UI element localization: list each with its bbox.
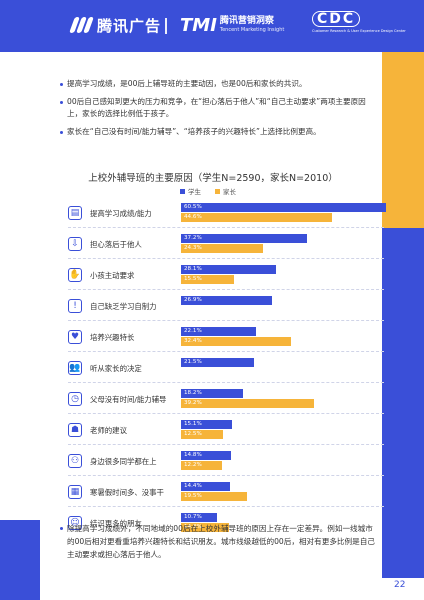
legend-swatch-parent [215,188,220,194]
bar-parent: 39.2% [181,399,314,408]
header-banner: 腾讯广告 TMI 腾讯营销洞察 Tencent Marketing Insigh… [0,0,424,52]
category-label: 结识更多的朋友 [90,519,142,528]
cdc-mark: CDC [312,11,361,27]
category-label: 身边很多同学都在上 [90,457,157,466]
cdc-subtitle: Customer Research & User Experience Desi… [312,29,406,33]
decor-block-blue [382,228,424,578]
legend-swatch-student [180,188,185,194]
bullet-item: 家长在“自己没有时间/能力辅导”、“培养孩子的兴趣特长”上选择比例更高。 [60,126,375,138]
bar-student: 18.2% [181,389,243,398]
category-label: 自己缺乏学习自制力 [90,302,157,311]
tmi-title: 腾讯营销洞察 [219,16,274,26]
chart-row: ⇩ 担心落后于他人 37.2% 24.3% [68,234,384,259]
clock-icon: ◷ [68,392,82,406]
category-label: 小孩主动要求 [90,271,135,280]
bar-parent: 15.5% [181,275,234,284]
chart-row: ♥ 培养兴趣特长 22.1% 32.4% [68,327,384,352]
decor-block-orange [382,52,424,228]
category-label: 听从家长的决定 [90,364,142,373]
category-label: 老师的建议 [90,426,127,435]
chart-row: ☺ 结识更多的朋友 10.7% 14.3% [68,513,384,534]
row-divider [68,227,384,228]
footer-note: 除提高学习成绩外，不同地域的00后在上校外辅导班的原因上存在一定差异。例如一线城… [60,522,375,561]
legend-label-student: 学生 [188,188,201,196]
row-divider [68,258,384,259]
row-divider [68,289,384,290]
category-label: 寒暑假时间多、没事干 [90,488,164,497]
legend-item-parent: 家长 [215,186,236,196]
row-divider [68,506,384,507]
category-label: 提高学习成绩/能力 [90,209,152,218]
bar-parent: 14.3% [181,523,230,532]
tencent-ads-icon [69,16,94,34]
legend-item-student: 学生 [180,186,201,196]
alert-icon: ! [68,299,82,313]
teacher-icon: ☗ [68,423,82,437]
chart-row: 👥 听从家长的决定 21.5% [68,358,384,383]
bar-parent: 24.3% [181,244,264,253]
chart-row: ▦ 寒暑假时间多、没事干 14.4% 19.5% [68,482,384,507]
bar-parent: 12.5% [181,430,224,439]
row-divider [68,320,384,321]
chart-row: ✋ 小孩主动要求 28.1% 15.5% [68,265,384,290]
page-number: 22 [394,580,406,590]
calendar-icon: ▦ [68,485,82,499]
friends-icon: ☺ [68,516,82,530]
bullet-item: 提高学习成绩，是00后上辅导班的主要动因，也是00后和家长的共识。 [60,78,375,90]
chart-legend: 学生 家长 [180,186,236,196]
arrow-down-icon: ⇩ [68,237,82,251]
category-label: 培养兴趣特长 [90,333,135,342]
bar-student: 37.2% [181,234,308,243]
book-icon: ▤ [68,206,82,220]
bar-student: 22.1% [181,327,256,336]
cdc-logo: CDC Customer Research & User Experience … [312,11,406,33]
row-divider [68,475,384,476]
people-icon: 👥 [68,361,82,375]
tencent-ads-logo: 腾讯广告 [69,14,162,36]
row-divider [68,413,384,414]
brand-separator [165,18,167,34]
category-label: 担心落后于他人 [90,240,142,249]
category-label: 父母没有时间/能力辅导 [90,395,167,404]
bar-student: 10.7% [181,513,218,522]
bar-student: 60.5% [181,203,386,212]
chart-row: ▤ 提高学习成绩/能力 60.5% 44.6% [68,203,386,228]
bar-student: 26.9% [181,296,273,305]
tmi-mark: TMI [180,14,217,36]
row-divider [68,382,384,383]
bar-student: 14.8% [181,451,232,460]
tmi-subtitle: Tencent Marketing Insight [219,27,285,33]
row-divider [68,444,384,445]
hand-icon: ✋ [68,268,82,282]
bar-student: 28.1% [181,265,277,274]
bar-student: 21.5% [181,358,254,367]
bar-parent: 12.2% [181,461,223,470]
heart-hand-icon: ♥ [68,330,82,344]
summary-bullets: 提高学习成绩，是00后上辅导班的主要动因，也是00后和家长的共识。 00后自己感… [60,78,375,144]
group-icon: ⚇ [68,454,82,468]
bullet-item: 00后自己感知到更大的压力和竞争，在“担心落后于他人”和“自己主动要求”两项主要… [60,96,375,120]
tmi-logo: TMI 腾讯营销洞察 Tencent Marketing Insight [180,14,284,36]
row-divider [68,351,384,352]
chart-title: 上校外辅导班的主要原因（学生N=2590，家长N=2010） [88,173,338,184]
content-card [40,52,382,600]
legend-label-parent: 家长 [223,188,236,196]
bar-parent: 44.6% [181,213,333,222]
footer-bullet: 除提高学习成绩外，不同地域的00后在上校外辅导班的原因上存在一定差异。例如一线城… [60,522,375,561]
chart-row: ☗ 老师的建议 15.1% 12.5% [68,420,384,445]
bar-student: 14.4% [181,482,230,491]
bar-parent: 19.5% [181,492,248,501]
decor-block-blue-left [0,520,40,600]
bar-parent: 32.4% [181,337,291,346]
chart-row: ⚇ 身边很多同学都在上 14.8% 12.2% [68,451,384,476]
bar-student: 15.1% [181,420,233,429]
chart-row: ◷ 父母没有时间/能力辅导 18.2% 39.2% [68,389,384,414]
chart-row: ! 自己缺乏学习自制力 26.9% [68,296,384,321]
brand1-text: 腾讯广告 [97,16,162,35]
